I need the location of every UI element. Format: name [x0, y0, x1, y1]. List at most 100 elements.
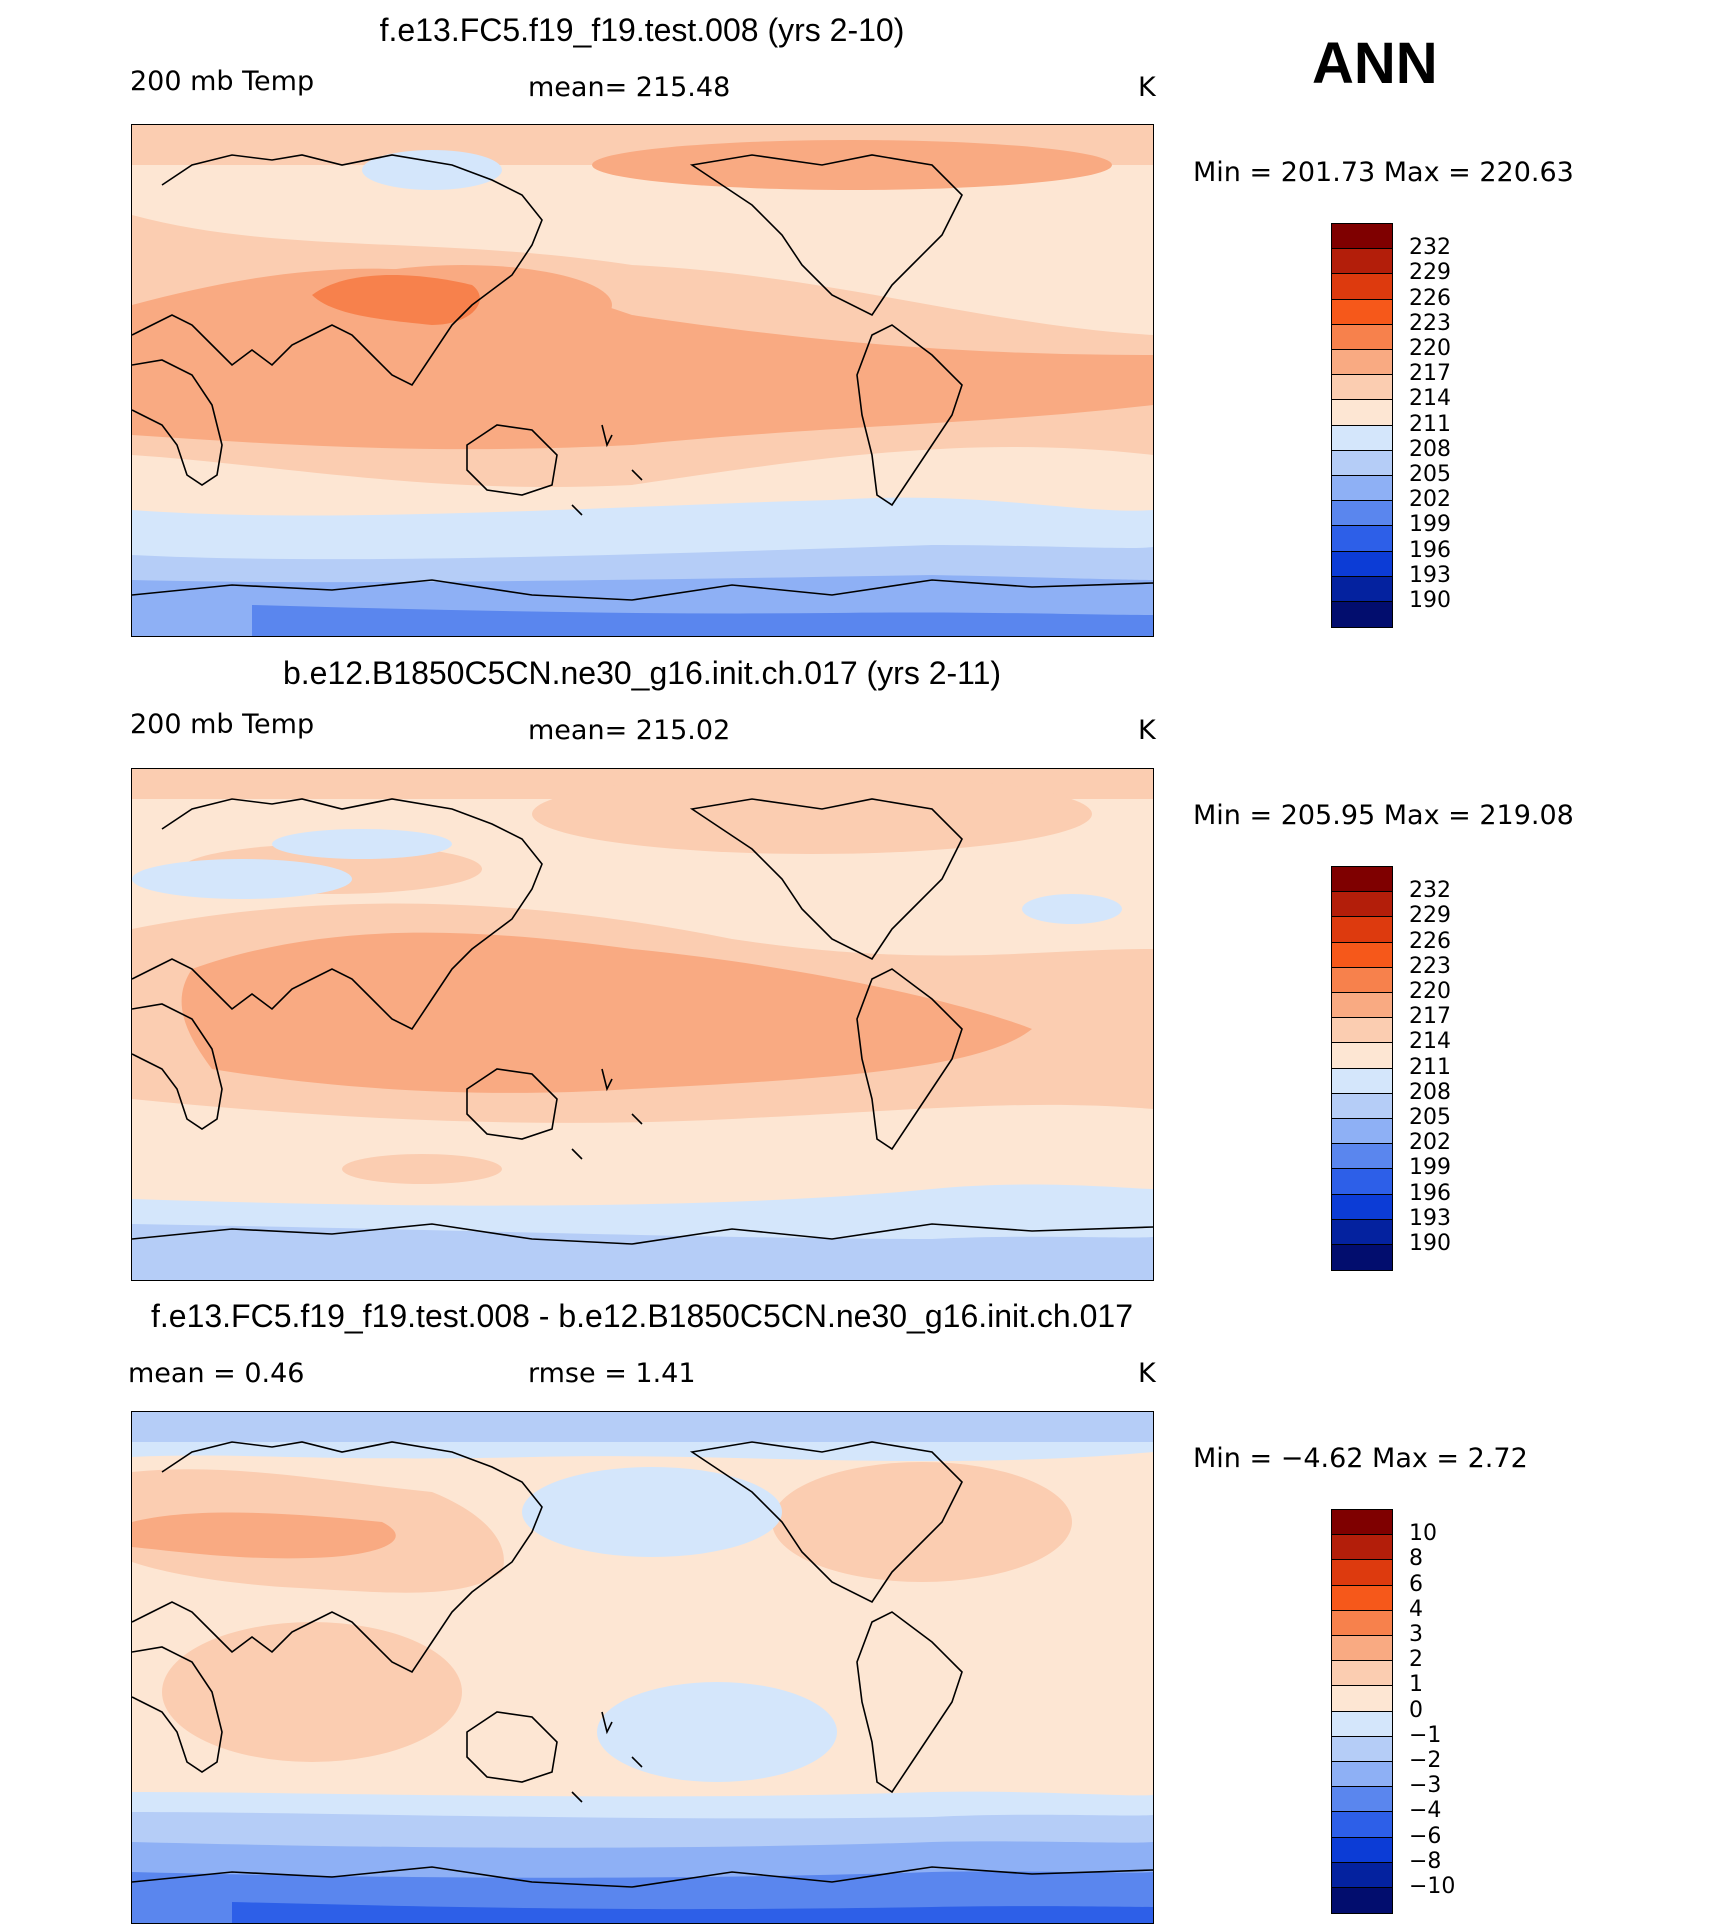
colorbar-label: 220 — [1409, 979, 1451, 1004]
colorbar-box — [1331, 1735, 1393, 1762]
colorbar-box — [1331, 1660, 1393, 1687]
contour-atlantic-cool — [1022, 894, 1122, 924]
panel-3-title: f.e13.FC5.f19_f19.test.008 - b.e12.B1850… — [150, 1298, 1133, 1334]
colorbar-box — [1331, 475, 1393, 502]
colorbar-box — [1331, 601, 1393, 629]
south-america-coast — [856, 968, 963, 1151]
panel-3-map — [131, 1411, 1154, 1924]
colorbar-label: 226 — [1409, 928, 1451, 954]
panel-3-units-label: K — [1138, 1358, 1156, 1389]
colorbar-box — [1331, 1168, 1393, 1195]
africa-coast — [132, 359, 223, 486]
antarctica-coast — [132, 1866, 1153, 1888]
south-america-coast — [856, 1611, 963, 1794]
contour-antarctic-3 — [252, 605, 1153, 636]
colorbar-box — [1331, 1811, 1393, 1838]
contour-europe-cool — [132, 859, 352, 899]
colorbar-box — [1331, 1067, 1393, 1094]
north-america-coast — [689, 798, 963, 961]
contour-antarctic — [132, 1224, 1153, 1280]
colorbar-box — [1331, 891, 1393, 918]
contour-arctic-cool — [362, 150, 502, 190]
colorbar-label: −6 — [1409, 1823, 1442, 1849]
colorbar-label: 205 — [1409, 1105, 1451, 1130]
eurasia-coast — [132, 798, 543, 1031]
colorbar-label: 199 — [1409, 1155, 1451, 1181]
eurasia-coast — [132, 154, 543, 387]
colorbar-label: 6 — [1409, 1571, 1423, 1597]
coastlines — [132, 154, 1153, 601]
colorbar-box — [1331, 1609, 1393, 1636]
colorbar-box — [1331, 323, 1393, 350]
colorbar-label: 202 — [1409, 487, 1451, 513]
colorbar-label: −4 — [1409, 1798, 1442, 1824]
colorbar-label: 8 — [1409, 1546, 1423, 1572]
colorbar-box — [1331, 273, 1393, 300]
panel-1-variable-label: 200 mb Temp — [130, 66, 315, 97]
colorbar-label: −2 — [1409, 1748, 1442, 1773]
contour-africa-indian-warm — [162, 1622, 462, 1762]
colorbar-label: 1 — [1409, 1672, 1423, 1698]
contour-south-pacific-cool — [597, 1682, 837, 1782]
colorbar-box — [1331, 223, 1393, 250]
colorbar-label: −8 — [1409, 1848, 1442, 1874]
colorbar-box — [1331, 1509, 1393, 1536]
colorbar-label: 2 — [1409, 1647, 1423, 1673]
colorbar-box — [1331, 1887, 1393, 1915]
colorbar-box — [1331, 1042, 1393, 1069]
contour-tropics — [181, 932, 1032, 1093]
colorbar-box — [1331, 1559, 1393, 1586]
colorbar-box — [1331, 449, 1393, 476]
colorbar-box — [1331, 1193, 1393, 1220]
contour-tibet-high — [312, 275, 480, 325]
colorbar-box — [1331, 374, 1393, 401]
colorbar-box — [1331, 424, 1393, 451]
colorbar-label: 232 — [1409, 878, 1451, 904]
north-america-coast — [689, 1441, 963, 1604]
colorbar-label: 217 — [1409, 361, 1451, 387]
colorbar-label: 223 — [1409, 310, 1451, 336]
panel-1-units-label: K — [1138, 72, 1156, 103]
contour-atlantic-cool — [1042, 265, 1153, 305]
panel-2-mean-label: mean= 215.02 — [528, 715, 731, 746]
colorbar-label: 3 — [1409, 1622, 1423, 1647]
panel-3-rmse-label: rmse = 1.41 — [528, 1358, 696, 1389]
panel-2-map-svg — [132, 769, 1153, 1280]
colorbar-label: 223 — [1409, 953, 1451, 979]
antarctica-coast — [132, 1223, 1153, 1245]
colorbar-box — [1331, 1092, 1393, 1119]
colorbar-box — [1331, 916, 1393, 943]
panel-1-mean-label: mean= 215.48 — [528, 72, 731, 103]
colorbar-box — [1331, 1118, 1393, 1145]
colorbar-label: 4 — [1409, 1596, 1423, 1622]
season-label: ANN — [1312, 31, 1438, 96]
colorbar-label: 208 — [1409, 436, 1451, 462]
colorbar-label: 220 — [1409, 336, 1451, 361]
colorbar-label: −3 — [1409, 1773, 1442, 1799]
contour-north-pacific-warm — [532, 774, 1092, 854]
islands — [571, 1068, 643, 1160]
panel-2-minmax-label: Min = 205.95 Max = 219.08 — [1193, 800, 1574, 831]
panel-1-title: f.e13.FC5.f19_f19.test.008 (yrs 2-10) — [379, 12, 905, 48]
colorbar-box — [1331, 1786, 1393, 1813]
colorbar-label: 229 — [1409, 903, 1451, 929]
australia-coast — [466, 1068, 558, 1140]
colorbar-box — [1331, 550, 1393, 577]
contour-siberia-cool — [272, 829, 452, 859]
coastlines — [132, 1441, 1153, 1888]
colorbar-box — [1331, 1218, 1393, 1245]
colorbar-label: 217 — [1409, 1004, 1451, 1030]
panel-1-map-svg — [132, 125, 1153, 636]
panel-3-map-svg — [132, 1412, 1153, 1923]
colorbar-box — [1331, 1534, 1393, 1561]
colorbar-box — [1331, 1710, 1393, 1737]
south-america-coast — [856, 324, 963, 507]
panel-2-units-label: K — [1138, 715, 1156, 746]
colorbar-box — [1331, 349, 1393, 376]
contour-antarctic-coldest — [232, 1902, 1153, 1923]
colorbar-box — [1331, 1861, 1393, 1888]
colorbar-box — [1331, 941, 1393, 968]
antarctica-coast — [132, 579, 1153, 601]
contour-north-america-warm — [772, 1462, 1072, 1582]
colorbar-label: 190 — [1409, 588, 1451, 613]
